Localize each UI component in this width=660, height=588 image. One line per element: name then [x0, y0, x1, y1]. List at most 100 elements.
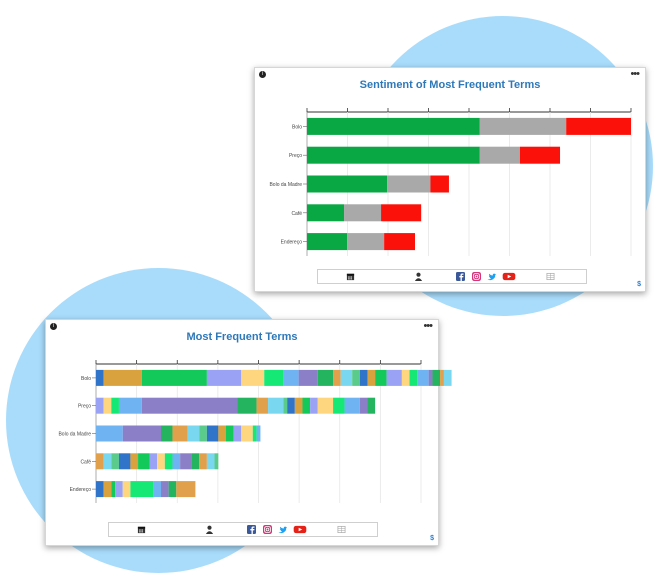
bar-segment	[386, 369, 402, 386]
bar-segment	[176, 481, 196, 498]
table-icon[interactable]	[546, 272, 555, 281]
info-icon[interactable]: i	[50, 323, 57, 330]
twitter-icon[interactable]	[487, 272, 496, 281]
bar-segment	[103, 369, 142, 386]
currency-badge: $	[430, 535, 434, 542]
bar-segment	[111, 481, 116, 498]
twitter-icon[interactable]	[278, 525, 287, 534]
bar-segment	[118, 397, 142, 414]
bar-segment	[103, 481, 112, 498]
currency-badge: $	[637, 281, 641, 288]
chart-toolbar	[317, 269, 587, 284]
bar-segment	[352, 369, 360, 386]
bar-segment	[307, 204, 345, 222]
user-icon[interactable]	[414, 272, 423, 281]
bar-segment	[103, 453, 112, 470]
bar-segment	[153, 481, 161, 498]
bar-segment	[256, 397, 269, 414]
bar-segment	[440, 369, 444, 386]
bar-segment	[111, 453, 119, 470]
y-tick-label: Endereço	[281, 240, 303, 246]
bar-segment	[141, 369, 207, 386]
bar-segment	[283, 369, 299, 386]
bar-segment	[172, 425, 188, 442]
bar-segment	[161, 425, 173, 442]
chart-title: Sentiment of Most Frequent Terms	[359, 79, 541, 91]
bar-segment	[432, 369, 441, 386]
bar-segment	[199, 425, 207, 442]
bar-segment	[417, 369, 429, 386]
instagram-icon[interactable]	[263, 525, 272, 534]
bar-segment	[367, 369, 376, 386]
bar-segment	[96, 397, 104, 414]
youtube-icon[interactable]	[293, 525, 307, 534]
bar-segment	[237, 397, 257, 414]
y-tick-label: Bolo da Madre	[58, 432, 91, 438]
frequent-terms-chart-card: i ••• Most Frequent Terms Bolo Preço Bolo …	[45, 319, 452, 546]
more-menu-icon[interactable]: •••	[423, 320, 433, 332]
sentiment-chart: Bolo Preço Bolo da Madre Café Endereço	[269, 108, 632, 256]
facebook-icon[interactable]	[247, 525, 256, 534]
bar-segment	[401, 369, 410, 386]
bar-segment	[344, 397, 360, 414]
bar-segment	[428, 369, 433, 386]
bar-segment	[149, 453, 158, 470]
bar-segment	[218, 425, 226, 442]
bar-segment	[307, 233, 348, 251]
youtube-icon[interactable]	[502, 272, 516, 281]
info-icon[interactable]: i	[259, 71, 266, 78]
bar-segment	[479, 117, 567, 135]
bar-segment	[302, 397, 311, 414]
bar-segment	[103, 397, 112, 414]
bar-segment	[333, 369, 341, 386]
chart-title: Most Frequent Terms	[186, 331, 298, 343]
bar-segment	[344, 204, 382, 222]
bar-segment	[519, 146, 561, 164]
bar-segment	[138, 453, 150, 470]
bar-segment	[180, 453, 192, 470]
y-tick-label: Café	[291, 211, 302, 217]
bar-segment	[310, 397, 318, 414]
facebook-icon[interactable]	[456, 272, 465, 281]
bar-segment	[252, 425, 257, 442]
bar-segment	[268, 397, 284, 414]
bar-segment	[206, 369, 242, 386]
bar-segment	[96, 453, 104, 470]
bar-segment	[307, 146, 480, 164]
bar-segment	[161, 481, 169, 498]
instagram-icon[interactable]	[472, 272, 481, 281]
bar-segment	[122, 425, 161, 442]
bar-segment	[96, 481, 104, 498]
more-menu-icon[interactable]: •••	[630, 68, 640, 80]
bar-segment	[168, 481, 177, 498]
y-tick-label: Bolo	[81, 376, 91, 382]
bar-segment	[256, 425, 261, 442]
bar-segment	[164, 453, 173, 470]
bar-segment	[430, 175, 449, 193]
bar-segment	[340, 369, 353, 386]
y-tick-label: Endereço	[70, 487, 92, 493]
bar-segment	[206, 453, 215, 470]
bar-segment	[479, 146, 520, 164]
bar-segment	[298, 369, 318, 386]
bar-segment	[241, 425, 253, 442]
bar-segment	[96, 369, 104, 386]
bar-segment	[191, 453, 200, 470]
bar-segment	[233, 425, 242, 442]
table-icon[interactable]	[337, 525, 346, 534]
bar-segment	[409, 369, 418, 386]
bar-segment	[443, 369, 452, 386]
bar-segment	[264, 369, 284, 386]
y-tick-label: Bolo	[292, 124, 302, 130]
bar-segment	[381, 204, 422, 222]
calendar-icon[interactable]	[137, 525, 146, 534]
bar-segment	[307, 117, 480, 135]
user-icon[interactable]	[205, 525, 214, 534]
bar-segment	[566, 117, 631, 135]
bar-segment	[130, 481, 154, 498]
bar-segment	[172, 453, 181, 470]
calendar-icon[interactable]	[346, 272, 355, 281]
y-tick-label: Preço	[78, 404, 91, 410]
bar-segment	[115, 481, 123, 498]
bar-segment	[199, 453, 207, 470]
